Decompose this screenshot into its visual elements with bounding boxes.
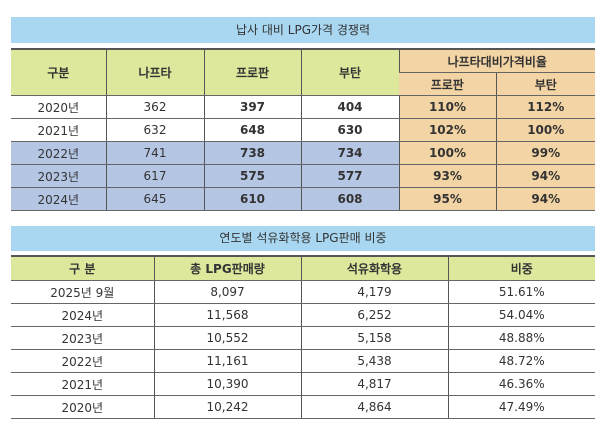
table-cell: 54.04% [447,303,595,327]
header-ratio-butane: 부탄 [495,72,595,96]
table-cell: 617 [105,164,204,188]
header-total-lpg-sales: 총 LPG판매량 [153,256,301,281]
table-cell: 2024년 [11,187,106,211]
header-propane: 프로판 [203,49,301,96]
table-cell: 404 [300,95,399,119]
table-cell: 2024년 [11,303,154,327]
table-cell: 648 [203,118,301,142]
table-cell: 110% [398,95,496,119]
table-cell: 2023년 [11,326,154,350]
table-row: 2023년 10,552 5,158 48.88% [11,326,595,350]
table-cell: 734 [300,141,399,165]
table-cell: 48.88% [447,326,595,350]
table-cell: 102% [398,118,496,142]
header-category: 구 분 [11,256,154,281]
table-cell: 11,161 [153,349,301,373]
table-cell: 2021년 [11,372,154,396]
table-cell: 112% [495,95,595,119]
table-cell: 577 [300,164,399,188]
table-row: 2021년 632 648 630 102% 100% [11,118,595,142]
table-cell: 5,438 [300,349,448,373]
table-row: 2020년 10,242 4,864 47.49% [11,395,595,419]
table-row: 2022년 741 738 734 100% 99% [11,141,595,165]
table-cell: 2023년 [11,164,106,188]
table-cell: 2020년 [11,95,106,119]
table-cell: 2020년 [11,395,154,419]
table-cell: 51.61% [447,280,595,304]
header-category: 구분 [11,49,106,96]
header-butane: 부탄 [300,49,399,96]
table-cell: 93% [398,164,496,188]
table-cell: 5,158 [300,326,448,350]
header-naphtha: 나프타 [105,49,204,96]
table-cell: 645 [105,187,204,211]
header-naphtha-ratio: 나프타대비가격비율 [398,49,595,73]
table-cell: 2021년 [11,118,106,142]
table-cell: 632 [105,118,204,142]
table-cell: 2025년 9월 [11,280,154,304]
table-cell: 100% [495,118,595,142]
table-cell: 738 [203,141,301,165]
table-cell: 100% [398,141,496,165]
table-cell: 608 [300,187,399,211]
table-cell: 46.36% [447,372,595,396]
table-cell: 610 [203,187,301,211]
table-cell: 2022년 [11,141,106,165]
table-row: 2024년 11,568 6,252 54.04% [11,303,595,327]
table-cell: 11,568 [153,303,301,327]
petrochemical-lpg-share-table: 구 분 총 LPG판매량 석유화학용 비중 2025년 9월 8,097 4,179… [11,255,595,419]
table-cell: 99% [495,141,595,165]
table-cell: 4,179 [300,280,448,304]
table-cell: 94% [495,187,595,211]
table-cell: 8,097 [153,280,301,304]
table-cell: 741 [105,141,204,165]
table-cell: 630 [300,118,399,142]
table2-title: 연도별 석유화학용 LPG판매 비중 [11,226,595,251]
table-cell: 2022년 [11,349,154,373]
header-petrochemical: 석유화학용 [300,256,448,281]
table-cell: 10,242 [153,395,301,419]
table-cell: 94% [495,164,595,188]
table-cell: 362 [105,95,204,119]
header-share: 비중 [447,256,595,281]
table1-title: 납사 대비 LPG가격 경쟁력 [11,17,595,43]
table-cell: 397 [203,95,301,119]
header-ratio-propane: 프로판 [399,72,496,96]
lpg-price-competitiveness-table: 구분 나프타 프로판 부탄 나프타대비가격비율 프로판 부탄 2020년 362 3… [11,48,595,211]
table-row: 2022년 11,161 5,438 48.72% [11,349,595,373]
table-cell: 10,390 [153,372,301,396]
table-cell: 6,252 [300,303,448,327]
table-cell: 575 [203,164,301,188]
table-cell: 4,864 [300,395,448,419]
table-row: 2023년 617 575 577 93% 94% [11,164,595,188]
table-cell: 95% [398,187,496,211]
table-row: 2025년 9월 8,097 4,179 51.61% [11,280,595,304]
table-cell: 10,552 [153,326,301,350]
table-cell: 4,817 [300,372,448,396]
table-row: 2020년 362 397 404 110% 112% [11,95,595,119]
table-cell: 47.49% [447,395,595,419]
table-row: 2021년 10,390 4,817 46.36% [11,372,595,396]
table-row: 2024년 645 610 608 95% 94% [11,187,595,211]
table-cell: 48.72% [447,349,595,373]
